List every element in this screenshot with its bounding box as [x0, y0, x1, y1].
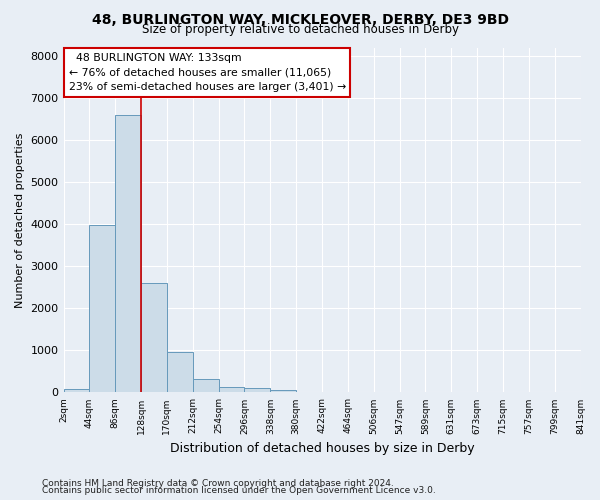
- Bar: [193, 380, 218, 392]
- Text: 48, BURLINGTON WAY, MICKLEOVER, DERBY, DE3 9BD: 48, BURLINGTON WAY, MICKLEOVER, DERBY, D…: [91, 12, 509, 26]
- Bar: [167, 352, 193, 393]
- Bar: [89, 225, 115, 392]
- Text: 48 BURLINGTON WAY: 133sqm
← 76% of detached houses are smaller (11,065)
23% of s: 48 BURLINGTON WAY: 133sqm ← 76% of detac…: [69, 52, 346, 92]
- Text: Size of property relative to detached houses in Derby: Size of property relative to detached ho…: [142, 22, 458, 36]
- Text: Contains HM Land Registry data © Crown copyright and database right 2024.: Contains HM Land Registry data © Crown c…: [42, 478, 394, 488]
- Bar: [244, 388, 271, 392]
- Bar: [115, 115, 141, 392]
- Bar: [64, 390, 89, 392]
- Bar: [141, 283, 167, 393]
- Y-axis label: Number of detached properties: Number of detached properties: [15, 132, 25, 308]
- Bar: [271, 390, 296, 392]
- Bar: [218, 387, 244, 392]
- Text: Contains public sector information licensed under the Open Government Licence v3: Contains public sector information licen…: [42, 486, 436, 495]
- X-axis label: Distribution of detached houses by size in Derby: Distribution of detached houses by size …: [170, 442, 475, 455]
